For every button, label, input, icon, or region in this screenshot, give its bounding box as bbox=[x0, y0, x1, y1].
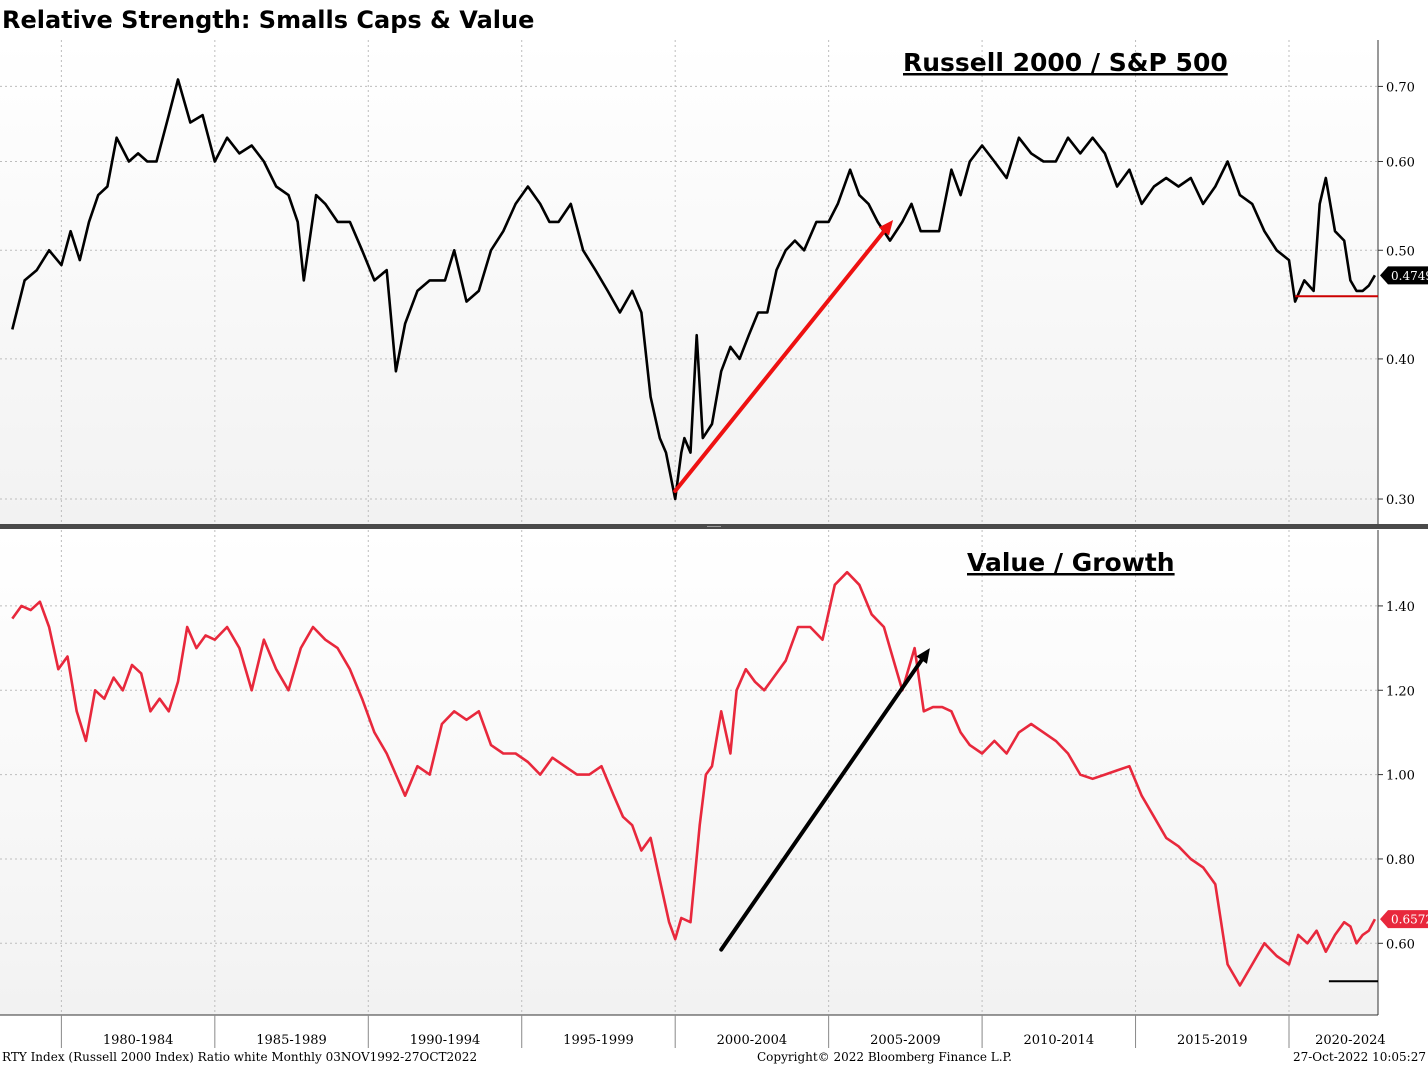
footer-center: Copyright© 2022 Bloomberg Finance L.P. bbox=[757, 1050, 1012, 1064]
footer-left: RTY Index (Russell 2000 Index) Ratio whi… bbox=[2, 1050, 477, 1064]
top-panel-title: Russell 2000 / S&P 500 bbox=[903, 48, 1228, 77]
bottom-y-tick-label: 0.80 bbox=[1386, 853, 1415, 868]
bottom-y-ticks: 1.40 1.20 1.00 0.80 0.60 bbox=[1378, 600, 1415, 952]
bottom-y-tick-label: 1.40 bbox=[1386, 600, 1415, 615]
bottom-last-value-label: 0.6572 bbox=[1391, 913, 1428, 927]
x-tick-label: 1980-1984 bbox=[103, 1033, 174, 1048]
bottom-last-value-badge: 0.6572 bbox=[1380, 910, 1428, 929]
x-tick-label: 1995-1999 bbox=[563, 1033, 634, 1048]
top-panel-background bbox=[0, 40, 1378, 525]
bottom-panel-background bbox=[0, 530, 1378, 1015]
bottom-trend-arrow bbox=[719, 655, 926, 952]
bottom-series-group bbox=[11, 570, 1378, 987]
top-y-tick-label: 0.50 bbox=[1386, 244, 1415, 259]
x-tick-label: 2015-2019 bbox=[1177, 1033, 1248, 1048]
x-tick-label: 2000-2004 bbox=[717, 1033, 788, 1048]
top-series-group bbox=[11, 78, 1378, 501]
top-series-line bbox=[11, 78, 1377, 501]
bottom-y-tick-label: 1.20 bbox=[1386, 684, 1415, 699]
x-ticks: 1980-1984 1985-1989 1990-1994 1995-1999 2000… bbox=[60, 1015, 1386, 1048]
bottom-y-tick-label: 1.00 bbox=[1386, 769, 1415, 784]
top-trend-arrow bbox=[673, 226, 889, 493]
bottom-series-line bbox=[11, 570, 1377, 987]
top-y-tick-label: 0.70 bbox=[1386, 80, 1415, 95]
x-tick-label: 2010-2014 bbox=[1024, 1033, 1095, 1048]
footer-right: 27-Oct-2022 10:05:27 bbox=[1293, 1050, 1426, 1064]
x-tick-label: 2005-2009 bbox=[870, 1033, 941, 1048]
top-y-ticks: 0.70 0.60 0.50 0.40 0.30 bbox=[1378, 80, 1415, 508]
chart-title: Relative Strength: Smalls Caps & Value bbox=[2, 6, 534, 34]
x-tick-label: 1985-1989 bbox=[256, 1033, 327, 1048]
footer-bar bbox=[0, 1048, 1428, 1066]
x-tick-label: 1990-1994 bbox=[410, 1033, 481, 1048]
bottom-panel-title: Value / Growth bbox=[967, 548, 1175, 577]
bottom-trend-arrow-head bbox=[916, 648, 930, 664]
top-last-value-label: 0.4749 bbox=[1391, 269, 1428, 283]
top-y-tick-label: 0.30 bbox=[1386, 493, 1415, 508]
top-panel-grid bbox=[0, 40, 1378, 524]
top-y-tick-label: 0.60 bbox=[1386, 155, 1415, 170]
top-last-value-badge: 0.4749 bbox=[1380, 266, 1428, 285]
bottom-y-tick-label: 0.60 bbox=[1386, 937, 1415, 952]
top-trend-arrow-head bbox=[878, 220, 894, 236]
top-y-tick-label: 0.40 bbox=[1386, 353, 1415, 368]
x-tick-label: 2020-2024 bbox=[1315, 1033, 1386, 1048]
